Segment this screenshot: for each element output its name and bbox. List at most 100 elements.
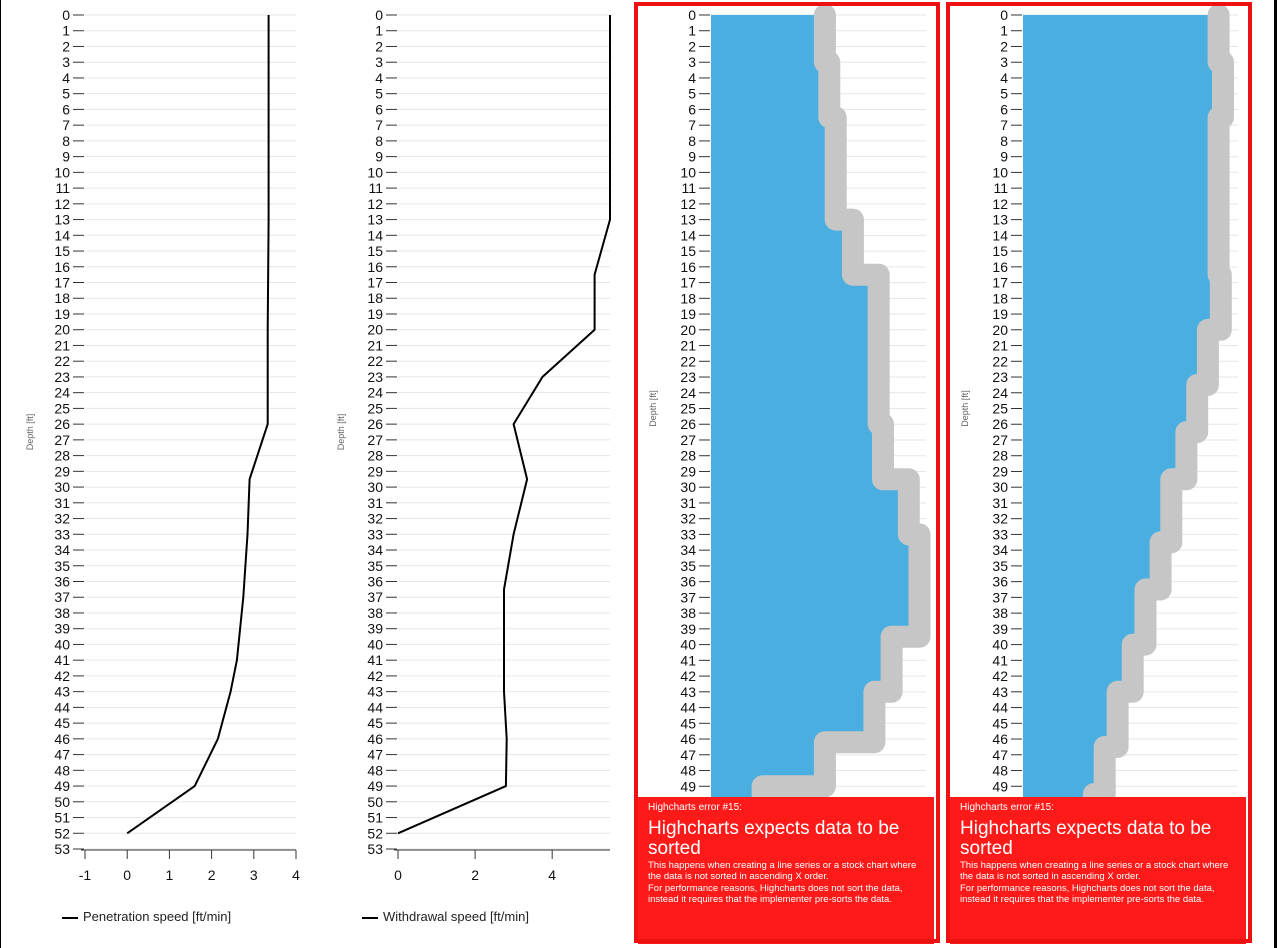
y-tick-label: 27	[367, 432, 383, 448]
y-tick-label: 24	[54, 385, 70, 401]
y-tick-label: 45	[992, 715, 1008, 731]
y-tick-label: 15	[367, 243, 383, 259]
y-tick-label: 33	[367, 526, 383, 542]
y-tick-label: 39	[54, 621, 70, 637]
y-tick-label: 43	[992, 684, 1008, 700]
y-tick-label: 38	[367, 605, 383, 621]
y-tick-label: 32	[367, 511, 383, 527]
y-tick-label: 18	[54, 290, 70, 306]
y-tick-label: 47	[367, 747, 383, 763]
y-tick-label: 36	[680, 574, 696, 590]
y-tick-label: 3	[688, 54, 696, 70]
highcharts-error-box: Highcharts error #15: Highcharts expects…	[638, 797, 934, 944]
y-tick-label: 0	[1000, 7, 1008, 23]
y-tick-label: 14	[54, 227, 70, 243]
y-tick-label: 25	[54, 400, 70, 416]
y-tick-label: 51	[367, 810, 383, 826]
y-tick-label: 10	[992, 164, 1008, 180]
y-tick-label: 3	[62, 54, 70, 70]
y-tick-label: 11	[55, 180, 70, 196]
y-tick-label: 26	[680, 416, 696, 432]
y-tick-label: 12	[367, 196, 383, 212]
y-tick-label: 16	[680, 259, 696, 275]
y-tick-label: 37	[54, 589, 70, 605]
y-tick-label: 33	[680, 526, 696, 542]
y-tick-label: 39	[367, 621, 383, 637]
y-tick-label: 53	[367, 841, 383, 857]
chart-penetration: Depth [ft] 0 1 2 3 4 5 6 7 8 9 10 11 12 13 14 15 16 17 18 19…	[0, 0, 315, 948]
y-tick-label: 27	[680, 432, 696, 448]
y-tick-label: 25	[367, 400, 383, 416]
y-tick-label: 46	[367, 731, 383, 747]
y-tick-label: 10	[680, 164, 696, 180]
y-tick-label: 1	[375, 23, 383, 39]
y-tick-label: 44	[54, 699, 70, 715]
y-tick-label: 0	[62, 7, 70, 23]
y-tick-label: 24	[992, 385, 1008, 401]
y-tick-label: 33	[992, 526, 1008, 542]
y-tick-label: 34	[54, 542, 70, 558]
y-tick-label: 16	[992, 259, 1008, 275]
y-tick-label: 20	[992, 322, 1008, 338]
y-tick-label: 4	[1000, 70, 1008, 86]
y-tick-label: 21	[54, 337, 70, 353]
y-axis-title: Depth [ft]	[960, 390, 970, 427]
y-tick-label: 24	[367, 385, 383, 401]
legend-withdrawal[interactable]: Withdrawal speed [ft/min]	[362, 909, 529, 924]
y-tick-label: 10	[367, 164, 383, 180]
y-tick-label: 14	[367, 227, 383, 243]
y-tick-label: 37	[680, 589, 696, 605]
y-tick-label: 53	[54, 841, 70, 857]
y-tick-label: 34	[992, 542, 1008, 558]
y-tick-label: 36	[367, 573, 383, 589]
y-tick-label: 32	[54, 511, 70, 527]
y-tick-label: 26	[54, 416, 70, 432]
y-tick-label: 10	[54, 164, 70, 180]
y-tick-label: 17	[54, 275, 70, 291]
y-tick-label: 2	[688, 38, 696, 54]
y-tick-label: 5	[375, 86, 383, 102]
y-tick-label: 50	[54, 794, 70, 810]
y-tick-label: 49	[680, 778, 696, 794]
y-tick-label: 41	[680, 652, 696, 668]
step-line	[751, 4, 931, 813]
y-tick-label: 21	[992, 338, 1008, 354]
y-tick-label: 38	[54, 605, 70, 621]
y-tick-label: 22	[992, 353, 1008, 369]
y-tick-label: 30	[680, 479, 696, 495]
y-tick-label: 5	[1000, 86, 1008, 102]
y-tick-label: 28	[680, 448, 696, 464]
y-tick-label: 16	[54, 259, 70, 275]
legend-penetration[interactable]: Penetration speed [ft/min]	[62, 909, 231, 924]
x-tick-label: 0	[123, 867, 131, 883]
y-tick-label: 31	[680, 495, 696, 511]
y-tick-label: 14	[992, 227, 1008, 243]
error-code: Highcharts error #15:	[648, 802, 742, 813]
y-tick-label: 5	[688, 86, 696, 102]
y-tick-label: 21	[680, 338, 696, 354]
chart-area-svg: Depth [ft]012345678910111213141516171819…	[960, 4, 1238, 813]
y-tick-label: 26	[992, 416, 1008, 432]
error-body-2: For performance reasons, Highcharts does…	[960, 883, 1215, 905]
x-tick-label: -1	[79, 867, 92, 883]
y-tick-label: 41	[992, 652, 1008, 668]
y-tick-label: 26	[367, 416, 383, 432]
y-tick-label: 11	[368, 180, 383, 196]
y-tick-label: 8	[62, 133, 70, 149]
chart-error-panel-2: Depth [ft] 0 1 2 3 4 5 6 7 8 9 10 11 12 13 14 15 16 17 18 19…	[946, 0, 1252, 948]
y-tick-label: 49	[367, 778, 383, 794]
y-tick-label: 20	[680, 322, 696, 338]
y-tick-label: 23	[54, 369, 70, 385]
y-tick-label: 2	[62, 38, 70, 54]
y-tick-label: 1	[688, 23, 696, 39]
y-tick-label: 48	[367, 762, 383, 778]
y-axis-title: Depth [ft]	[336, 414, 346, 451]
y-tick-label: 6	[375, 101, 383, 117]
y-tick-label: 23	[680, 369, 696, 385]
y-tick-label: 15	[992, 243, 1008, 259]
y-tick-label: 46	[992, 731, 1008, 747]
y-tick-label: 33	[54, 526, 70, 542]
y-tick-label: 31	[367, 495, 383, 511]
y-tick-label: 42	[680, 668, 696, 684]
